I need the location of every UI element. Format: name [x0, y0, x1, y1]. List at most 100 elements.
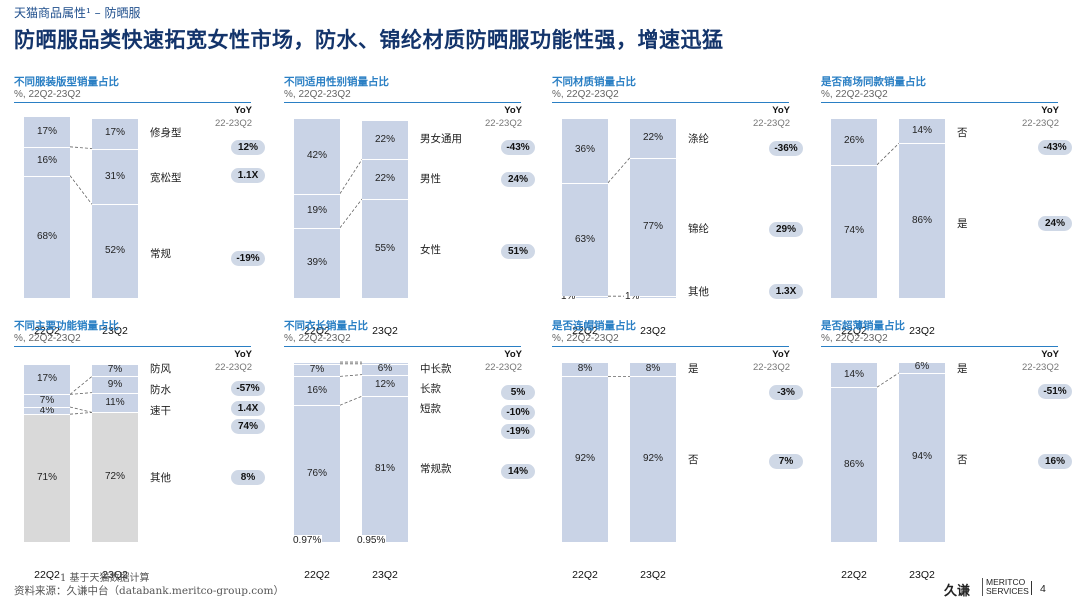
- chart-title: 不同服装版型销量占比: [14, 76, 119, 88]
- category-label: 涤纶: [688, 133, 709, 145]
- category-label: 防水: [150, 384, 171, 396]
- yoy-badge: 7%: [769, 454, 803, 469]
- chart-panel: 是否商场同款销量占比%, 22Q2-23Q2 YoY 22-23Q2 74% 26% 22…: [821, 74, 1076, 337]
- bar-segment: [24, 363, 70, 395]
- segment-value-label: 92%: [642, 453, 663, 465]
- bar-segment: [92, 148, 138, 205]
- connector-lines: [608, 376, 630, 377]
- yoy-period: 22-23Q2: [485, 362, 522, 373]
- x-axis-label: 23Q2: [909, 325, 935, 337]
- segment-value-label: 81%: [374, 463, 395, 475]
- category-label: 是: [957, 218, 968, 230]
- stacked-bar: 86% 14%: [899, 118, 945, 298]
- category-label: 是: [957, 363, 968, 375]
- segment-value-callout: 0.97%: [292, 535, 323, 547]
- logo-en-line1: MERITCO: [986, 577, 1026, 587]
- segment-value-label: 68%: [36, 230, 57, 242]
- chart-title: 不同主要功能销量占比: [14, 320, 119, 332]
- yoy-header: YoY: [234, 349, 252, 360]
- category-label: 防风: [150, 363, 171, 375]
- chart-subtitle: %, 22Q2-23Q2: [284, 333, 351, 344]
- yoy-badge: -36%: [769, 141, 803, 156]
- connector-line: [69, 412, 93, 415]
- bar-segment: [630, 376, 676, 542]
- segment-value-label: 22%: [642, 131, 663, 143]
- yoy-badge: -57%: [231, 381, 265, 396]
- category-label: 长款: [420, 383, 441, 395]
- connector-line: [69, 146, 93, 149]
- bar-segment: [294, 362, 340, 364]
- chart-subtitle: %, 22Q2-23Q2: [14, 89, 81, 100]
- yoy-badge: 1.4X: [231, 401, 265, 416]
- category-label: 常规款: [420, 463, 452, 475]
- yoy-badge: -3%: [769, 385, 803, 400]
- yoy-badge: 29%: [769, 222, 803, 237]
- x-axis-label: 22Q2: [304, 325, 330, 337]
- segment-value-label: 7%: [107, 364, 123, 376]
- segment-value-label: 6%: [377, 363, 393, 375]
- yoy-badge: 1.3X: [769, 284, 803, 299]
- segment-value-label: 72%: [104, 471, 125, 483]
- connector-line: [339, 198, 363, 229]
- logo-cn: 久谦: [944, 584, 971, 599]
- chart-panel: 不同服装版型销量占比%, 22Q2-23Q2 YoY 22-23Q2 68% 16% 17…: [14, 74, 269, 337]
- yoy-badge: -51%: [1038, 384, 1072, 399]
- connector-lines: [339, 159, 363, 229]
- segment-value-label: 22%: [374, 173, 395, 185]
- chart-panel: 不同适用性别销量占比%, 22Q2-23Q2 YoY 22-23Q2 39% 19% 42…: [284, 74, 539, 337]
- x-axis-label: 22Q2: [841, 325, 867, 337]
- yoy-period: 22-23Q2: [1022, 118, 1059, 129]
- connector-lines: [607, 157, 631, 297]
- page-divider: [1031, 581, 1032, 595]
- title-rule: [284, 102, 521, 103]
- bar-segment: [630, 157, 676, 297]
- stacked-bar: 86% 14%: [831, 362, 877, 542]
- bar-segment: [899, 118, 945, 144]
- category-label: 速干: [150, 405, 171, 417]
- title-rule: [14, 102, 251, 103]
- yoy-period: 22-23Q2: [215, 362, 252, 373]
- connector-lines: [69, 376, 93, 415]
- chart-panel: 不同主要功能销量占比%, 22Q2-23Q2 YoY 22-23Q2 71% 4% 7% 1…: [14, 318, 269, 581]
- segment-value-label: 55%: [374, 242, 395, 254]
- x-axis-label: 22Q2: [34, 325, 60, 337]
- bar-segment: [362, 362, 408, 364]
- connector-line: [607, 157, 631, 184]
- segment-value-label: 16%: [36, 155, 57, 167]
- bar-segment: [92, 118, 138, 149]
- segment-value-label: 9%: [107, 378, 123, 390]
- segment-value-label: 12%: [374, 379, 395, 391]
- segment-value-label: 7%: [309, 364, 325, 376]
- bar-segment: [24, 407, 70, 415]
- segment-value-label: 26%: [843, 135, 864, 147]
- yoy-badge: -19%: [231, 251, 265, 266]
- segment-value-label: 77%: [642, 220, 663, 232]
- yoy-badge: -43%: [501, 140, 535, 155]
- yoy-badge: -10%: [501, 405, 535, 420]
- yoy-header: YoY: [772, 349, 790, 360]
- yoy-period: 22-23Q2: [1022, 362, 1059, 373]
- yoy-badge: -43%: [1038, 140, 1072, 155]
- category-label: 男女通用: [420, 133, 462, 145]
- chart-panel: 是否连帽销量占比%, 22Q2-23Q2 YoY 22-23Q2 92% 8% 22Q2 9…: [552, 318, 807, 581]
- stacked-bar: 72% 11% 9% 7%: [92, 362, 138, 542]
- category-label: 男性: [420, 173, 441, 185]
- yoy-header: YoY: [504, 105, 522, 116]
- chart-title: 是否商场同款销量占比: [821, 76, 926, 88]
- bar-segment: [92, 412, 138, 542]
- connector-line: [69, 175, 93, 205]
- bar-segment: [24, 175, 70, 298]
- logo-en: MERITCO SERVICES: [982, 578, 1029, 596]
- chart-panel: 是否超薄销量占比%, 22Q2-23Q2 YoY 22-23Q2 86% 14% 22Q2…: [821, 318, 1076, 581]
- category-label: 否: [957, 127, 968, 139]
- yoy-badge: 8%: [231, 470, 265, 485]
- chart-title: 是否超薄销量占比: [821, 320, 905, 332]
- bar-segment: [831, 118, 877, 165]
- category-label: 锦纶: [688, 223, 709, 235]
- x-axis-label: 22Q2: [841, 569, 867, 581]
- bar-segment: [630, 362, 676, 377]
- segment-value-label: 42%: [306, 149, 327, 161]
- connector-lines: [876, 142, 900, 166]
- bar-segment: [630, 118, 676, 158]
- category-label: 宽松型: [150, 172, 182, 184]
